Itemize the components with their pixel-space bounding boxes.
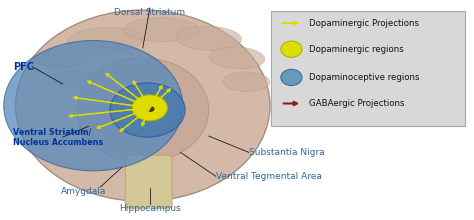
Ellipse shape (53, 71, 100, 88)
Text: Dopaminoceptive regions: Dopaminoceptive regions (309, 73, 419, 82)
Text: Ventral Striatum/
Nucleus Accumbens: Ventral Striatum/ Nucleus Accumbens (13, 127, 103, 147)
Text: Substantia Nigra: Substantia Nigra (249, 148, 325, 157)
Text: Dorsal Striatum: Dorsal Striatum (114, 8, 185, 17)
Ellipse shape (281, 69, 302, 86)
Ellipse shape (16, 10, 270, 201)
Ellipse shape (132, 95, 167, 121)
Text: Dopaminergic Projections: Dopaminergic Projections (309, 19, 419, 28)
Text: Hippocampus: Hippocampus (119, 205, 181, 213)
Ellipse shape (146, 106, 154, 112)
Ellipse shape (124, 18, 199, 42)
Text: PFC: PFC (13, 62, 34, 72)
Ellipse shape (223, 72, 270, 92)
Ellipse shape (35, 48, 91, 68)
Ellipse shape (281, 41, 302, 57)
Text: Amygdala: Amygdala (61, 187, 107, 196)
Ellipse shape (4, 40, 183, 171)
Ellipse shape (110, 83, 185, 137)
FancyBboxPatch shape (125, 155, 172, 208)
Text: GABAergic Projections: GABAergic Projections (309, 99, 405, 108)
FancyBboxPatch shape (272, 11, 465, 126)
Ellipse shape (68, 27, 143, 54)
Text: Dopaminergic regions: Dopaminergic regions (309, 45, 404, 54)
Text: Ventral Tegmental Area: Ventral Tegmental Area (216, 172, 322, 181)
Ellipse shape (176, 26, 242, 50)
Ellipse shape (77, 58, 209, 162)
Ellipse shape (209, 47, 265, 69)
